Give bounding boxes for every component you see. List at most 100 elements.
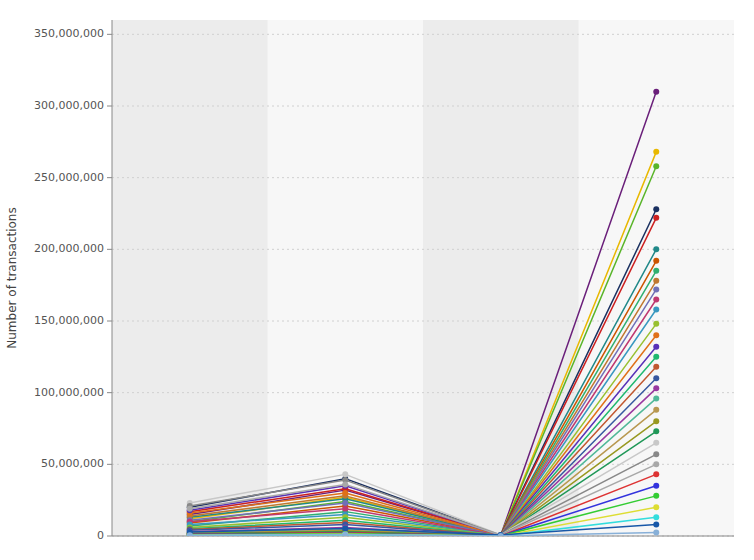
point-marker — [653, 215, 659, 221]
series-line — [190, 431, 657, 536]
grid-line — [112, 464, 734, 465]
tick-mark — [107, 464, 112, 465]
point-marker — [653, 307, 659, 313]
point-marker — [498, 533, 504, 536]
point-marker — [187, 506, 193, 512]
series-line — [190, 271, 657, 536]
point-marker — [653, 529, 659, 535]
point-marker — [342, 490, 348, 496]
tick-label: 250,000,000 — [34, 171, 104, 184]
point-marker — [653, 514, 659, 520]
point-marker — [498, 533, 504, 536]
grid — [112, 34, 734, 536]
point-marker — [498, 532, 504, 536]
grid-line — [112, 34, 734, 35]
chart: 050,000,000100,000,000150,000,000200,000… — [0, 0, 754, 560]
plot-background — [112, 20, 734, 536]
point-marker — [342, 471, 348, 477]
series-line — [190, 261, 657, 536]
point-marker — [653, 89, 659, 95]
series-line — [190, 496, 657, 536]
point-marker — [342, 532, 348, 536]
tick-label: 200,000,000 — [34, 242, 104, 255]
series-line — [190, 367, 657, 536]
tick-mark — [107, 34, 112, 35]
point-marker — [498, 533, 504, 536]
point-marker — [498, 532, 504, 536]
point-marker — [498, 533, 504, 536]
point-marker — [498, 533, 504, 536]
point-marker — [653, 364, 659, 370]
point-marker — [498, 533, 504, 536]
point-marker — [342, 531, 348, 536]
point-marker — [653, 297, 659, 303]
point-marker — [653, 258, 659, 264]
series-line — [190, 421, 657, 536]
series-line — [190, 486, 657, 536]
point-marker — [498, 533, 504, 536]
series-line — [190, 532, 657, 536]
series-line — [190, 388, 657, 536]
series-line — [190, 357, 657, 536]
series-line — [190, 166, 657, 535]
grid-line — [112, 106, 734, 107]
series-line — [190, 410, 657, 536]
series-line — [190, 92, 657, 536]
category-band — [112, 20, 268, 536]
point-marker — [653, 483, 659, 489]
point-marker — [653, 504, 659, 510]
point-marker — [342, 532, 348, 536]
point-marker — [498, 532, 504, 536]
series-line — [190, 474, 657, 536]
point-marker — [342, 506, 348, 512]
point-marker — [342, 526, 348, 532]
point-marker — [653, 493, 659, 499]
tick-mark — [107, 321, 112, 322]
series-line — [190, 300, 657, 536]
point-marker — [653, 428, 659, 434]
series-line — [190, 378, 657, 536]
series-line — [190, 310, 657, 536]
y-axis-line — [112, 20, 113, 536]
tick-label: 0 — [97, 529, 104, 542]
point-marker — [498, 533, 504, 536]
tick-mark — [107, 249, 112, 250]
grid-line — [112, 321, 734, 322]
y-axis-label: Number of transactions — [5, 207, 19, 348]
tick-label: 50,000,000 — [41, 457, 104, 470]
series-line — [190, 281, 657, 536]
series-line — [190, 454, 657, 535]
point-marker — [498, 532, 504, 536]
point-marker — [498, 533, 504, 536]
point-marker — [187, 532, 193, 536]
point-marker — [653, 268, 659, 274]
point-marker — [653, 149, 659, 155]
tick-label: 300,000,000 — [34, 99, 104, 112]
series-line — [190, 398, 657, 536]
series-line — [190, 335, 657, 535]
point-marker — [498, 532, 504, 536]
y-ticks: 050,000,000100,000,000150,000,000200,000… — [34, 27, 112, 542]
point-marker — [342, 481, 348, 487]
point-marker — [653, 206, 659, 212]
point-marker — [653, 354, 659, 360]
point-marker — [653, 440, 659, 446]
grid-line — [112, 177, 734, 178]
point-marker — [653, 375, 659, 381]
tick-mark — [107, 392, 112, 393]
point-marker — [653, 163, 659, 169]
series-group — [187, 89, 660, 536]
series-line — [190, 347, 657, 535]
point-marker — [653, 395, 659, 401]
point-marker — [653, 451, 659, 457]
tick-label: 100,000,000 — [34, 386, 104, 399]
series-line — [190, 464, 657, 535]
tick-mark — [107, 536, 112, 537]
grid-line — [112, 392, 734, 393]
series-line — [190, 517, 657, 536]
point-marker — [653, 278, 659, 284]
point-marker — [653, 407, 659, 413]
point-marker — [498, 532, 504, 536]
point-marker — [498, 532, 504, 536]
point-marker — [653, 461, 659, 467]
